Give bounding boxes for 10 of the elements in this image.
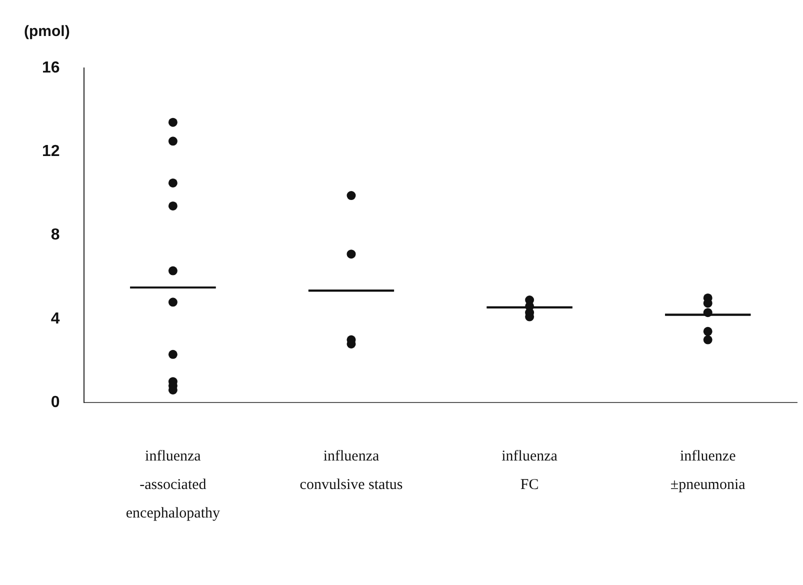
x-tick-label: influenze ±pneumonia — [670, 448, 746, 494]
y-tick-label: 4 — [50, 310, 60, 328]
y-tick-label: 0 — [50, 394, 60, 411]
y-axis-title: (pmol) — [24, 23, 70, 40]
y-tick-label: 12 — [42, 143, 60, 160]
x-tick-label: influenza convulsive status — [300, 448, 403, 494]
x-tick-label: influenza FC — [502, 448, 558, 494]
y-tick-label: 16 — [42, 59, 60, 76]
x-tick-label: influenza -associated encephalopathy — [126, 448, 221, 522]
y-tick-label: 8 — [50, 226, 60, 244]
